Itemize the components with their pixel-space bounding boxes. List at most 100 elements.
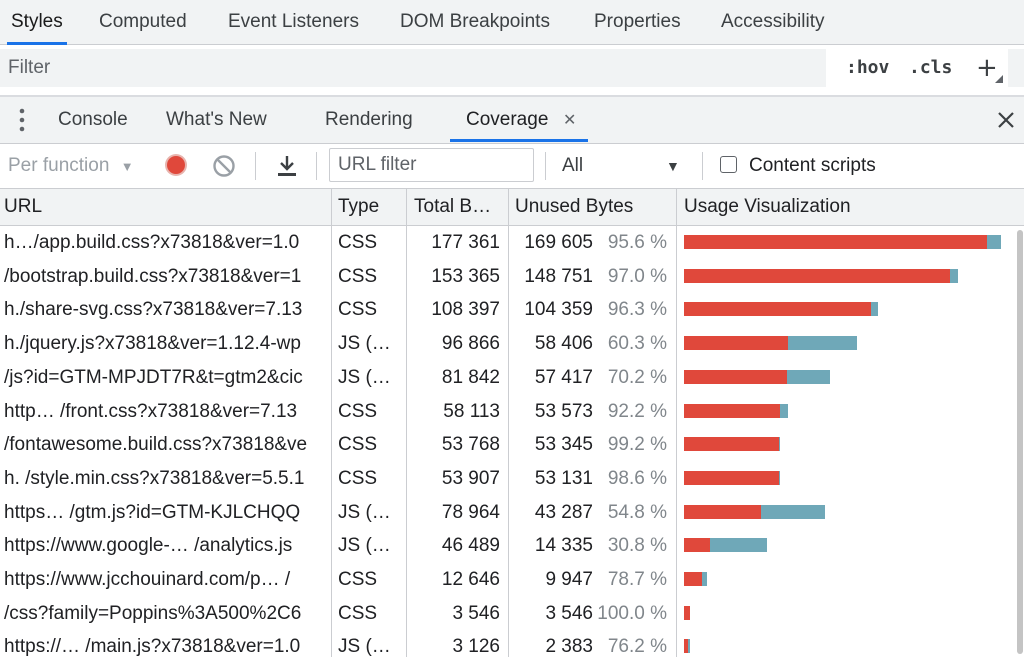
usage-bar-unused-segment [684,538,710,553]
usage-bar-unused-segment [684,504,762,519]
tab-dom-breakpoints[interactable]: DOM Breakpoints [400,11,550,32]
table-row[interactable]: /bootstrap.build.css?x73818&ver=1 CSS 153 … [0,260,1016,294]
usage-bar [684,470,781,485]
tab-console[interactable]: Console [58,109,128,130]
column-header-url[interactable]: URL [4,196,43,217]
usage-bar [684,639,690,654]
table-row[interactable]: h./jquery.js?x73818&ver=1.12.4-wp JS (… 96… [0,327,1016,361]
table-row[interactable]: https://… /main.js?x73818&ver=1.0 JS (… 3 … [0,630,1016,657]
total-bytes-cell: 81 842 [441,366,500,388]
column-divider[interactable] [676,189,677,657]
unused-bytes-cell: 148 751 [524,265,593,287]
total-bytes-cell: 58 113 [443,400,500,422]
type-cell: CSS [338,265,378,287]
tab-properties[interactable]: Properties [594,11,681,32]
usage-bar [684,268,959,283]
column-divider[interactable] [508,189,509,657]
url-filter-input[interactable] [329,148,534,182]
coverage-type-select[interactable]: Per function ▼ [8,144,134,188]
table-row[interactable]: h…/app.build.css?x73818&ver=1.0 CSS 177 36… [0,226,1016,260]
tab-rendering[interactable]: Rendering [325,109,413,130]
close-coverage-tab-icon[interactable]: ✕ [563,110,577,129]
unused-percent-cell: 30.8 % [607,535,667,557]
unused-bytes-cell: 43 287 [534,501,593,523]
usage-bar [684,605,691,620]
new-style-rule-button[interactable]: + [976,53,998,83]
download-icon[interactable] [276,154,298,178]
tab-styles[interactable]: Styles [7,0,67,45]
table-row[interactable]: h./share-svg.css?x73818&ver=7.13 CSS 108 3… [0,293,1016,327]
coverage-table-header: URL Type Total B… Unused Bytes Usage Vis… [0,189,1024,226]
column-header-usage-visualization[interactable]: Usage Visualization [684,196,851,217]
unused-percent-cell: 78.7 % [607,569,667,590]
usage-bar [684,504,826,519]
unused-percent-cell: 99.2 % [607,434,667,456]
styles-filter-input[interactable] [0,49,826,87]
type-cell: CSS [338,232,378,253]
coverage-table-body: h…/app.build.css?x73818&ver=1.0 CSS 177 36… [0,226,1016,657]
table-row[interactable]: /js?id=GTM-MPJDT7R&t=gtm2&cic JS (… 81 842… [0,361,1016,395]
url-cell: /js?id=GTM-MPJDT7R&t=gtm2&cic [4,366,303,388]
tab-accessibility[interactable]: Accessibility [721,11,825,32]
url-cell: h./jquery.js?x73818&ver=1.12.4-wp [4,333,301,355]
more-vertical-icon[interactable] [18,108,26,132]
unused-percent-cell: 98.6 % [607,467,667,489]
unused-bytes-cell: 53 131 [534,467,593,489]
unused-bytes-cell: 2 383 [545,636,593,657]
corner-triangle-icon [995,75,1003,83]
clear-icon[interactable] [212,154,236,178]
unused-bytes-cell: 53 345 [534,434,593,456]
scrollbar-thumb[interactable] [1017,230,1023,654]
usage-bar [684,302,878,317]
tab-coverage[interactable]: Coverage [466,109,549,130]
column-divider[interactable] [406,189,407,657]
toolbar-separator [702,152,703,180]
content-scripts-checkbox[interactable] [720,156,737,173]
usage-bar-unused-segment [684,572,702,586]
column-header-type[interactable]: Type [338,196,380,217]
hov-button[interactable]: :hov [846,57,890,78]
record-icon[interactable] [164,153,188,177]
drawer-divider[interactable] [0,95,1024,97]
usage-bar-unused-segment [684,470,779,485]
column-header-total-bytes[interactable]: Total B… [414,196,492,217]
total-bytes-cell: 46 489 [441,535,500,557]
total-bytes-cell: 96 866 [441,333,500,355]
table-scrollbar[interactable] [1016,226,1024,657]
cls-button[interactable]: .cls [909,57,953,78]
tab-computed[interactable]: Computed [99,11,187,32]
url-cell: /css?family=Poppins%3A500%2C6 [4,602,302,624]
unused-percent-cell: 70.2 % [607,366,667,388]
tab-event-listeners[interactable]: Event Listeners [228,11,359,32]
table-row[interactable]: /fontawesome.build.css?x73818&ve CSS 53 76… [0,428,1016,462]
url-cell: h. /style.min.css?x73818&ver=5.5.1 [4,467,305,489]
usage-bar-unused-segment [684,403,780,418]
type-cell: CSS [338,400,378,422]
total-bytes-cell: 53 768 [441,434,500,456]
unused-bytes-cell: 57 417 [534,366,593,388]
table-row[interactable]: https://www.jcchouinard.com/p… / CSS 12 64… [0,563,1016,597]
content-scripts-label: Content scripts [749,155,876,176]
usage-bar-unused-segment [684,302,871,317]
usage-bar [684,369,831,384]
unused-bytes-cell: 9 947 [545,569,593,590]
unused-bytes-cell: 3 546 [545,602,593,624]
drawer-tabbar: Console What's New Rendering Coverage ✕ [0,97,1024,144]
table-row[interactable]: https://www.google-… /analytics.js JS (… 4… [0,529,1016,563]
coverage-toolbar: Per function ▼ All ▼ Content scripts [0,144,1024,189]
table-row[interactable]: https… /gtm.js?id=GTM-KJLCHQQ JS (… 78 964… [0,496,1016,530]
url-cell: https… /gtm.js?id=GTM-KJLCHQQ [4,501,301,523]
type-cell: JS (… [338,501,391,523]
close-icon[interactable] [997,111,1015,129]
url-cell: h./share-svg.css?x73818&ver=7.13 [4,299,303,321]
table-row[interactable]: http… /front.css?x73818&ver=7.13 CSS 58 11… [0,395,1016,429]
column-header-unused-bytes[interactable]: Unused Bytes [515,196,634,217]
column-divider[interactable] [331,189,332,657]
resource-type-select[interactable]: All ▼ [562,144,682,188]
table-row[interactable]: /css?family=Poppins%3A500%2C6 CSS 3 546 3 5… [0,597,1016,631]
table-row[interactable]: h. /style.min.css?x73818&ver=5.5.1 CSS 53 … [0,462,1016,496]
unused-percent-cell: 92.2 % [607,400,667,422]
type-cell: CSS [338,434,378,456]
tab-whats-new[interactable]: What's New [166,109,267,130]
type-cell: CSS [338,467,378,489]
